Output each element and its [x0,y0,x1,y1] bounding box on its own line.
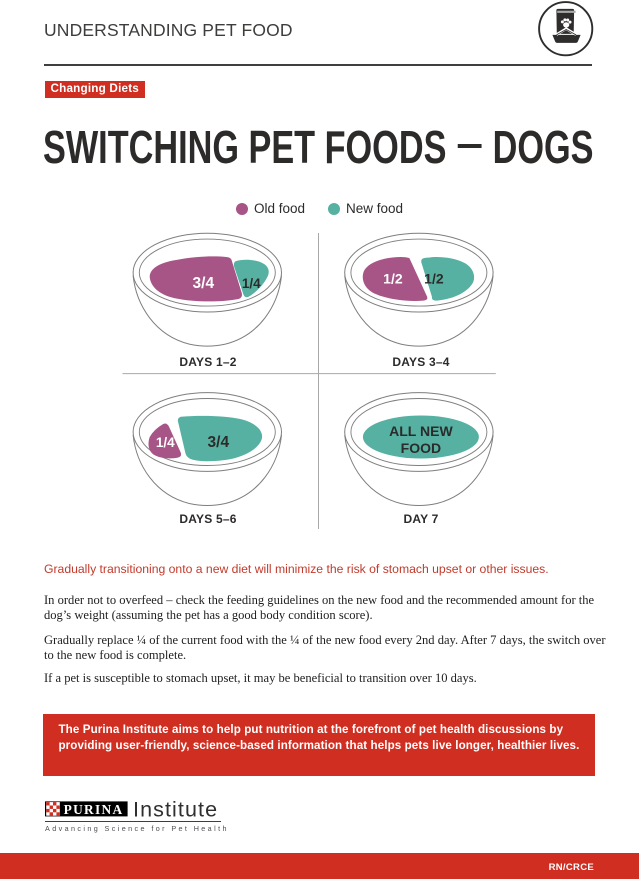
svg-text:Institute: Institute [133,801,218,821]
svg-text:1/2: 1/2 [383,271,403,287]
svg-text:1/4: 1/4 [156,435,175,450]
svg-text:FOOD: FOOD [401,440,441,456]
svg-text:3/4: 3/4 [208,434,230,451]
svg-text:1/2: 1/2 [424,271,444,287]
svg-text:1/4: 1/4 [242,276,261,291]
svg-text:3/4: 3/4 [193,275,215,292]
svg-text:PURINA: PURINA [64,802,124,817]
svg-text:ALL NEW: ALL NEW [389,423,453,439]
